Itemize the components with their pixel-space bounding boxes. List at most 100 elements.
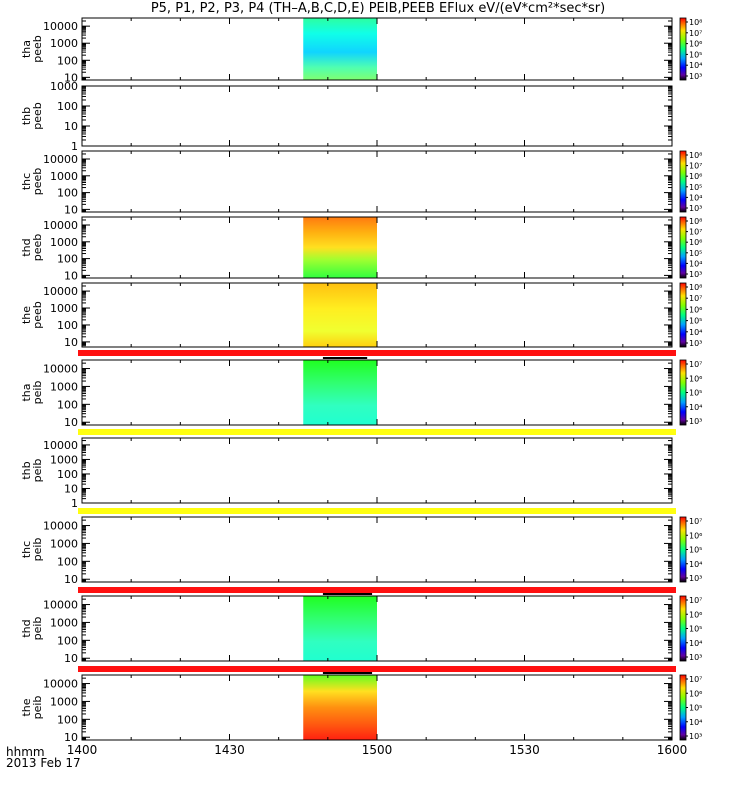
colorbar-gradient — [679, 216, 687, 279]
y-axis-label-line: peeb — [31, 102, 44, 130]
status-bar — [78, 587, 676, 593]
colorbar-label: 10³ — [689, 417, 702, 426]
spectrogram-panels: 10000100010010thapeeb10⁸10⁷10⁶10⁵10⁴10³1… — [20, 17, 702, 757]
colorbar-label: 10³ — [689, 204, 702, 213]
y-tick-label: 10000 — [43, 439, 78, 452]
y-tick-label: 10000 — [43, 599, 78, 612]
colorbar: 10⁷ 10⁶ 10⁵ 10⁴ 10³ — [679, 516, 702, 583]
y-axis-label-line: peib — [31, 696, 44, 720]
colorbar-label: 10⁸ — [689, 18, 702, 27]
y-axis-label-line: peeb — [31, 168, 44, 196]
y-tick-label: 100 — [57, 100, 78, 113]
y-tick-label: 1000 — [50, 695, 78, 708]
colorbar-label: 10⁵ — [689, 389, 702, 398]
colorbar-label: 10⁴ — [689, 403, 702, 412]
colorbar: 10⁸ 10⁷ 10⁶ 10⁵ 10⁴ 10³ — [679, 282, 702, 348]
y-tick-label: 1000 — [50, 537, 78, 550]
status-bar — [78, 429, 676, 435]
y-tick-label: 100 — [57, 54, 78, 67]
spectrogram-data — [303, 596, 377, 661]
y-axis-label-line: the — [20, 698, 33, 716]
y-tick-label: 10000 — [43, 363, 78, 376]
y-tick-label: 10000 — [43, 219, 78, 232]
y-tick-label: 1000 — [50, 236, 78, 249]
panel-frame — [81, 437, 673, 504]
colorbar-label: 10⁷ — [689, 675, 702, 684]
x-tick-label: 1530 — [509, 743, 540, 757]
y-axis-label-line: tha — [20, 40, 33, 58]
colorbar-label: 10⁵ — [689, 249, 702, 258]
y-axis-label: thapeib — [20, 381, 44, 405]
x-tick-label: 1400 — [67, 743, 98, 757]
y-tick-label: 100 — [57, 187, 78, 200]
spectrogram-data — [303, 675, 377, 740]
x-tick-label: 1600 — [657, 743, 688, 757]
colorbar-label: 10⁴ — [689, 718, 702, 727]
spectrogram-data — [303, 217, 377, 278]
y-axis-label-line: peeb — [31, 301, 44, 329]
colorbar: 10⁷ 10⁶ 10⁵ 10⁴ 10³ — [679, 674, 702, 741]
y-axis-label-line: thc — [20, 173, 33, 190]
colorbar-label: 10⁴ — [689, 560, 702, 569]
mode-bar — [322, 672, 373, 674]
status-bar — [78, 666, 676, 672]
y-tick-label: 10 — [64, 731, 78, 744]
y-tick-label: 1000 — [50, 453, 78, 466]
colorbar-label: 10⁶ — [689, 689, 702, 698]
colorbar-label: 10⁵ — [689, 546, 702, 555]
colorbar-label: 10⁴ — [689, 328, 702, 337]
y-axis-label-line: the — [20, 306, 33, 324]
y-tick-label: 10000 — [43, 285, 78, 298]
y-axis-label-line: peib — [31, 381, 44, 405]
y-tick-label: 100 — [57, 398, 78, 411]
colorbar-label: 10⁸ — [689, 217, 702, 226]
y-tick-label: 1 — [71, 140, 78, 153]
y-axis-label: thcpeeb — [20, 168, 44, 196]
y-tick-label: 100 — [57, 468, 78, 481]
colorbar-label: 10⁷ — [689, 360, 702, 369]
y-axis-label: thdpeeb — [20, 234, 44, 262]
spectrogram-data — [303, 18, 377, 80]
y-tick-label: 10000 — [43, 153, 78, 166]
colorbar-label: 10⁵ — [689, 625, 702, 634]
y-axis-label: thepeib — [20, 696, 44, 720]
colorbar-label: 10³ — [689, 732, 702, 741]
y-axis-label-line: peeb — [31, 35, 44, 63]
colorbar-gradient — [679, 595, 687, 662]
y-axis-label-line: thb — [20, 461, 33, 479]
colorbar-label: 10³ — [689, 574, 702, 583]
y-tick-label: 100 — [57, 634, 78, 647]
y-tick-label: 100 — [57, 253, 78, 266]
y-axis-label: thdpeib — [20, 617, 44, 641]
colorbar: 10⁷ 10⁶ 10⁵ 10⁴ 10³ — [679, 595, 702, 662]
x-tick-label: 1430 — [214, 743, 245, 757]
y-tick-label: 10 — [64, 482, 78, 495]
colorbar-label: 10⁵ — [689, 50, 702, 59]
y-tick-label: 10000 — [43, 678, 78, 691]
y-axis-label-line: peib — [31, 459, 44, 483]
y-tick-label: 10000 — [43, 20, 78, 33]
y-axis-label-line: thc — [20, 541, 33, 558]
spectrogram-data — [303, 283, 377, 347]
panel-thd-peib: 10000 1000 100 10 thdpeib 10⁷ 10⁶ 10⁵ 10⁴ 10³ — [20, 587, 702, 665]
mode-bar — [322, 593, 373, 595]
colorbar-label: 10³ — [689, 72, 702, 81]
colorbar-label: 10⁸ — [689, 151, 702, 160]
colorbar-label: 10⁷ — [689, 162, 702, 171]
colorbar-label: 10³ — [689, 339, 702, 348]
colorbar-label: 10³ — [689, 653, 702, 662]
colorbar-label: 10³ — [689, 270, 702, 279]
colorbar-label: 10⁶ — [689, 238, 702, 247]
panel-the-peeb: 10000 1000 100 10 thepeeb 10⁸ 10⁷ 10⁶ 10⁵ 10⁴ 10³ — [20, 282, 702, 349]
panel-tha-peib: 10000 1000 100 10 thapeib 10⁷ 10⁶ 10⁵ 10⁴ 10³ — [20, 350, 702, 429]
colorbar: 10⁷ 10⁶ 10⁵ 10⁴ 10³ — [679, 359, 702, 426]
y-tick-label: 10 — [64, 71, 78, 84]
colorbar-gradient — [679, 282, 687, 348]
colorbar-label: 10⁴ — [689, 61, 702, 70]
colorbar-label: 10⁶ — [689, 531, 702, 540]
y-tick-label: 10 — [64, 573, 78, 586]
status-bar — [78, 350, 676, 356]
colorbar-label: 10⁷ — [689, 294, 702, 303]
